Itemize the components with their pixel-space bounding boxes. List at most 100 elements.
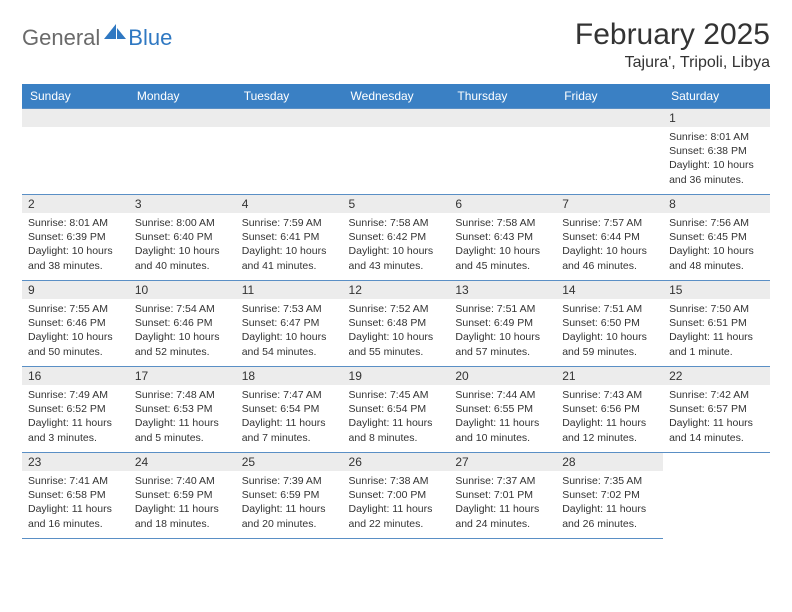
logo-sail-icon xyxy=(104,24,126,42)
day-cell: 21Sunrise: 7:43 AMSunset: 6:56 PMDayligh… xyxy=(556,367,663,453)
day-cell xyxy=(129,109,236,195)
day-cell: 8Sunrise: 7:56 AMSunset: 6:45 PMDaylight… xyxy=(663,195,770,281)
sunset-text: Sunset: 6:38 PM xyxy=(669,144,764,158)
day-cell: 13Sunrise: 7:51 AMSunset: 6:49 PMDayligh… xyxy=(449,281,556,367)
day-cell xyxy=(22,109,129,195)
daylight-text: Daylight: 10 hours and 55 minutes. xyxy=(349,330,444,358)
sunrise-text: Sunrise: 7:43 AM xyxy=(562,388,657,402)
sunset-text: Sunset: 6:44 PM xyxy=(562,230,657,244)
week-row: 9Sunrise: 7:55 AMSunset: 6:46 PMDaylight… xyxy=(22,281,770,367)
daylight-text: Daylight: 11 hours and 22 minutes. xyxy=(349,502,444,530)
day-content: Sunrise: 7:35 AMSunset: 7:02 PMDaylight:… xyxy=(556,471,663,535)
day-number: 4 xyxy=(236,195,343,213)
sunset-text: Sunset: 6:53 PM xyxy=(135,402,230,416)
daylight-text: Daylight: 10 hours and 36 minutes. xyxy=(669,158,764,186)
daylight-text: Daylight: 11 hours and 5 minutes. xyxy=(135,416,230,444)
month-title: February 2025 xyxy=(575,18,770,52)
daylight-text: Daylight: 10 hours and 57 minutes. xyxy=(455,330,550,358)
weekday-header-row: Sunday Monday Tuesday Wednesday Thursday… xyxy=(22,84,770,109)
day-number: 10 xyxy=(129,281,236,299)
day-number: 22 xyxy=(663,367,770,385)
logo-text-general: General xyxy=(22,25,100,51)
sunrise-text: Sunrise: 7:52 AM xyxy=(349,302,444,316)
sunset-text: Sunset: 7:00 PM xyxy=(349,488,444,502)
day-number: 26 xyxy=(343,453,450,471)
day-content: Sunrise: 7:57 AMSunset: 6:44 PMDaylight:… xyxy=(556,213,663,277)
day-cell: 10Sunrise: 7:54 AMSunset: 6:46 PMDayligh… xyxy=(129,281,236,367)
day-cell: 1Sunrise: 8:01 AMSunset: 6:38 PMDaylight… xyxy=(663,109,770,195)
day-number: 1 xyxy=(663,109,770,127)
day-number: 8 xyxy=(663,195,770,213)
sunrise-text: Sunrise: 7:47 AM xyxy=(242,388,337,402)
day-cell: 9Sunrise: 7:55 AMSunset: 6:46 PMDaylight… xyxy=(22,281,129,367)
sunrise-text: Sunrise: 7:41 AM xyxy=(28,474,123,488)
weekday-header: Sunday xyxy=(22,84,129,109)
sunrise-text: Sunrise: 7:49 AM xyxy=(28,388,123,402)
daylight-text: Daylight: 10 hours and 52 minutes. xyxy=(135,330,230,358)
day-cell: 25Sunrise: 7:39 AMSunset: 6:59 PMDayligh… xyxy=(236,453,343,539)
sunset-text: Sunset: 6:50 PM xyxy=(562,316,657,330)
day-number: 5 xyxy=(343,195,450,213)
day-cell: 19Sunrise: 7:45 AMSunset: 6:54 PMDayligh… xyxy=(343,367,450,453)
day-cell: 27Sunrise: 7:37 AMSunset: 7:01 PMDayligh… xyxy=(449,453,556,539)
sunrise-text: Sunrise: 7:55 AM xyxy=(28,302,123,316)
title-block: February 2025 Tajura', Tripoli, Libya xyxy=(575,18,770,72)
sunset-text: Sunset: 6:48 PM xyxy=(349,316,444,330)
day-cell: 26 Sunrise: 7:38 AMSunset: 7:00 PMDayligh… xyxy=(343,453,450,539)
day-cell: 14Sunrise: 7:51 AMSunset: 6:50 PMDayligh… xyxy=(556,281,663,367)
sunset-text: Sunset: 6:59 PM xyxy=(242,488,337,502)
sunrise-text: Sunrise: 7:51 AM xyxy=(455,302,550,316)
day-number: 28 xyxy=(556,453,663,471)
day-content: Sunrise: 7:59 AMSunset: 6:41 PMDaylight:… xyxy=(236,213,343,277)
day-content: Sunrise: 7:47 AMSunset: 6:54 PMDaylight:… xyxy=(236,385,343,449)
weekday-header: Friday xyxy=(556,84,663,109)
day-cell: 7Sunrise: 7:57 AMSunset: 6:44 PMDaylight… xyxy=(556,195,663,281)
day-content: Sunrise: 7:51 AMSunset: 6:49 PMDaylight:… xyxy=(449,299,556,363)
day-number: 9 xyxy=(22,281,129,299)
daylight-text: Daylight: 11 hours and 10 minutes. xyxy=(455,416,550,444)
weekday-header: Thursday xyxy=(449,84,556,109)
day-content: Sunrise: 7:39 AMSunset: 6:59 PMDaylight:… xyxy=(236,471,343,535)
sunrise-text: Sunrise: 7:54 AM xyxy=(135,302,230,316)
day-cell: 6Sunrise: 7:58 AMSunset: 6:43 PMDaylight… xyxy=(449,195,556,281)
empty-day-bar xyxy=(449,109,556,127)
day-cell xyxy=(236,109,343,195)
day-content: Sunrise: 7:52 AMSunset: 6:48 PMDaylight:… xyxy=(343,299,450,363)
day-content: Sunrise: 8:01 AMSunset: 6:38 PMDaylight:… xyxy=(663,127,770,191)
day-content: Sunrise: 7:54 AMSunset: 6:46 PMDaylight:… xyxy=(129,299,236,363)
weekday-header: Wednesday xyxy=(343,84,450,109)
sunrise-text: Sunrise: 7:37 AM xyxy=(455,474,550,488)
daylight-text: Daylight: 11 hours and 16 minutes. xyxy=(28,502,123,530)
daylight-text: Daylight: 10 hours and 38 minutes. xyxy=(28,244,123,272)
daylight-text: Daylight: 10 hours and 45 minutes. xyxy=(455,244,550,272)
day-number: 21 xyxy=(556,367,663,385)
day-cell: 16Sunrise: 7:49 AMSunset: 6:52 PMDayligh… xyxy=(22,367,129,453)
sunset-text: Sunset: 7:02 PM xyxy=(562,488,657,502)
day-cell: 23Sunrise: 7:41 AMSunset: 6:58 PMDayligh… xyxy=(22,453,129,539)
day-cell xyxy=(663,453,770,539)
day-number: 13 xyxy=(449,281,556,299)
day-cell: 5Sunrise: 7:58 AMSunset: 6:42 PMDaylight… xyxy=(343,195,450,281)
day-content: Sunrise: 7:56 AMSunset: 6:45 PMDaylight:… xyxy=(663,213,770,277)
day-content: Sunrise: 7:45 AMSunset: 6:54 PMDaylight:… xyxy=(343,385,450,449)
sunrise-text: Sunrise: 7:40 AM xyxy=(135,474,230,488)
week-row: 16Sunrise: 7:49 AMSunset: 6:52 PMDayligh… xyxy=(22,367,770,453)
sunset-text: Sunset: 6:40 PM xyxy=(135,230,230,244)
daylight-text: Daylight: 10 hours and 54 minutes. xyxy=(242,330,337,358)
day-number: 16 xyxy=(22,367,129,385)
daylight-text: Daylight: 10 hours and 43 minutes. xyxy=(349,244,444,272)
location: Tajura', Tripoli, Libya xyxy=(575,54,770,72)
sunrise-text: Sunrise: 8:00 AM xyxy=(135,216,230,230)
day-content: Sunrise: 7:48 AMSunset: 6:53 PMDaylight:… xyxy=(129,385,236,449)
sunrise-text: Sunrise: 7:38 AM xyxy=(349,474,444,488)
sunrise-text: Sunrise: 7:56 AM xyxy=(669,216,764,230)
day-content: Sunrise: 7:58 AMSunset: 6:42 PMDaylight:… xyxy=(343,213,450,277)
day-number: 3 xyxy=(129,195,236,213)
day-content: Sunrise: 7:55 AMSunset: 6:46 PMDaylight:… xyxy=(22,299,129,363)
daylight-text: Daylight: 11 hours and 24 minutes. xyxy=(455,502,550,530)
daylight-text: Daylight: 10 hours and 46 minutes. xyxy=(562,244,657,272)
sunset-text: Sunset: 6:42 PM xyxy=(349,230,444,244)
day-cell xyxy=(556,109,663,195)
daylight-text: Daylight: 10 hours and 41 minutes. xyxy=(242,244,337,272)
sunset-text: Sunset: 6:41 PM xyxy=(242,230,337,244)
